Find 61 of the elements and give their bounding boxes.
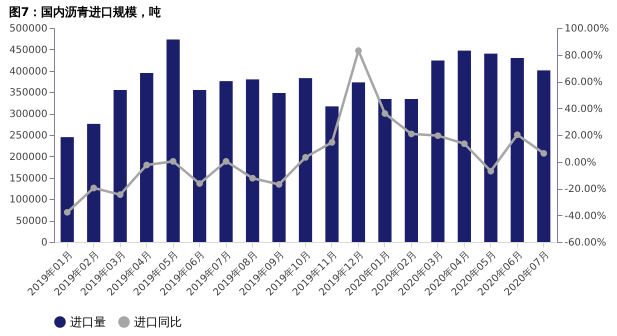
bar [166,40,180,242]
point [302,154,309,161]
y-tick-label: 150000 [9,173,48,184]
y2-tick-label: 0.00% [564,157,596,168]
point [276,181,282,188]
y2-tick-label: -60.00% [564,238,606,248]
point [355,47,362,54]
point [64,208,71,216]
bar [537,70,550,242]
point [540,150,548,157]
y2-tick-label: 60.00% [564,77,603,88]
point [222,158,230,165]
bar [325,106,339,242]
point [196,180,203,187]
point [460,140,468,148]
point [382,110,388,117]
point [90,184,98,192]
bar [298,78,312,242]
bar [458,50,471,242]
point [487,168,494,174]
chart-title: 图7：国内沥青进口规模，吨 [8,5,162,19]
point [408,130,415,138]
y-tick-label: 500000 [9,24,48,34]
point [116,191,124,198]
point [143,162,150,168]
bar [404,99,418,242]
y-tick-label: 300000 [9,109,48,120]
bar [484,54,498,242]
y2-tick-label: 100.00% [564,24,609,34]
y-tick-label: 250000 [9,130,48,142]
y-tick-label: 100000 [9,194,48,206]
y2-tick-label: -20.00% [564,184,606,195]
y-tick-label: 200000 [9,152,48,163]
point [170,158,176,165]
bar [87,124,100,242]
bar [431,60,444,242]
bar [272,93,286,242]
bar [140,72,154,242]
point [328,139,336,146]
y-tick-label: 50000 [16,216,48,228]
bar [246,79,260,242]
legend-label: 进口量 [70,315,106,329]
point [434,132,442,140]
bar [219,81,233,242]
y-tick-label: 0 [41,238,48,248]
bar [60,137,74,242]
point [249,174,256,182]
y-tick-label: 400000 [9,66,48,78]
point [514,131,521,138]
y2-tick-label: 80.00% [564,50,603,62]
y2-tick-label: 40.00% [564,104,603,115]
bar [192,90,206,242]
bar [510,58,524,242]
y-tick-label: 350000 [9,88,48,99]
legend-label: 进口同比 [134,315,182,329]
bar [352,82,366,242]
y-tick-label: 450000 [9,44,48,56]
bar [378,99,392,242]
y2-tick-label: 20.00% [564,130,603,142]
y2-tick-label: -40.00% [564,210,606,222]
bar [114,90,127,242]
